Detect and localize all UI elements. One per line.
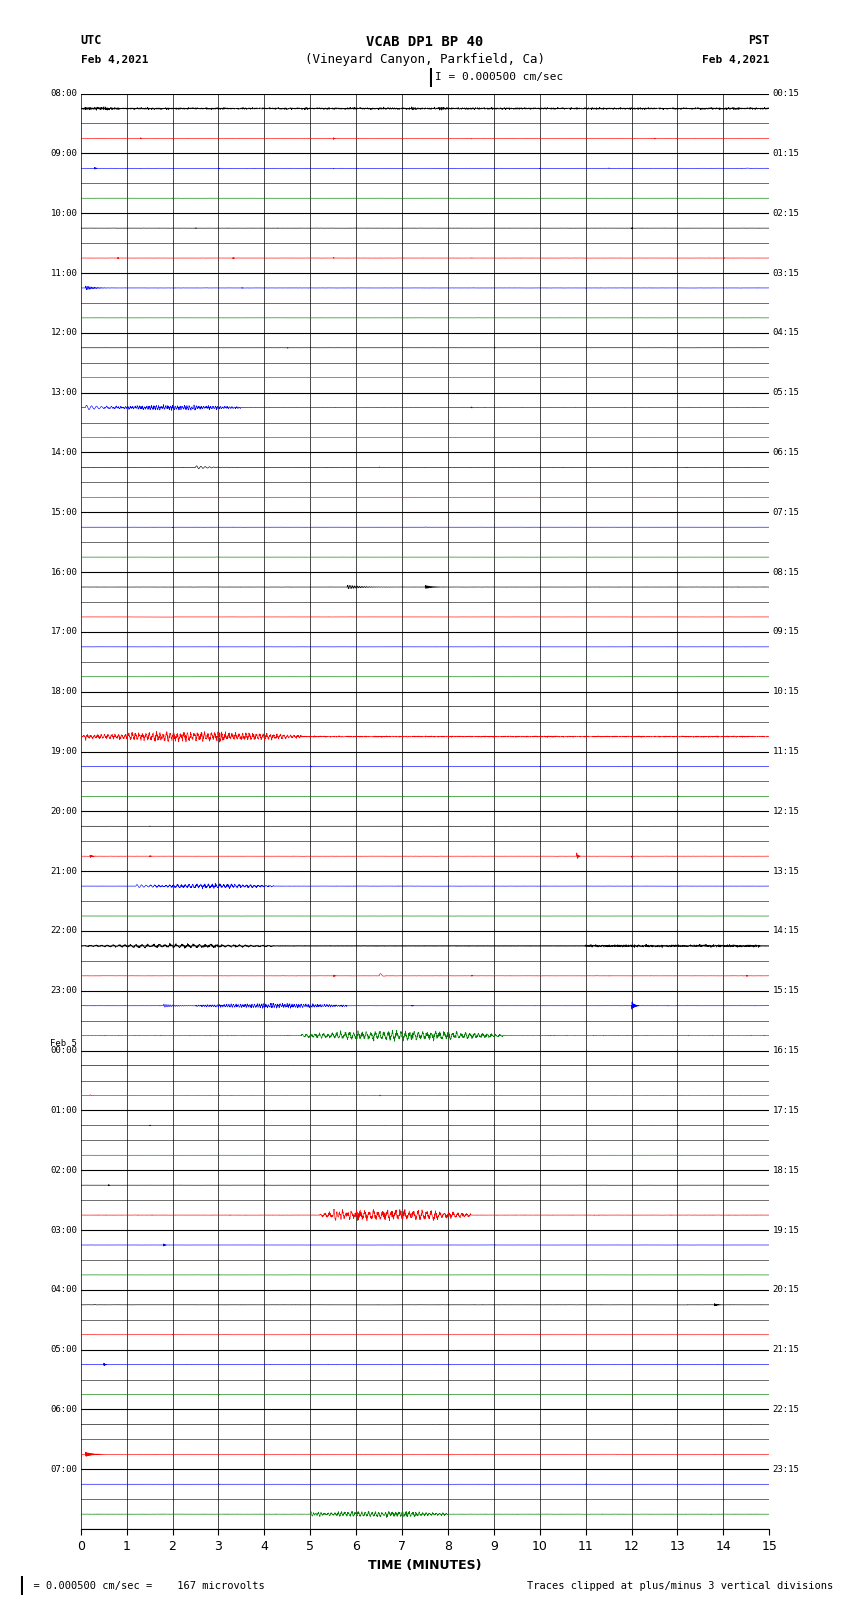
Text: 14:00: 14:00	[50, 448, 77, 456]
Text: 18:00: 18:00	[50, 687, 77, 697]
Text: 12:00: 12:00	[50, 329, 77, 337]
Text: 04:15: 04:15	[773, 329, 800, 337]
Text: 03:15: 03:15	[773, 268, 800, 277]
Text: 23:00: 23:00	[50, 986, 77, 995]
Text: = 0.000500 cm/sec =    167 microvolts: = 0.000500 cm/sec = 167 microvolts	[21, 1581, 265, 1590]
Text: 14:15: 14:15	[773, 926, 800, 936]
Text: VCAB DP1 BP 40: VCAB DP1 BP 40	[366, 35, 484, 48]
Text: 01:00: 01:00	[50, 1107, 77, 1115]
Text: 16:15: 16:15	[773, 1047, 800, 1055]
Text: 04:00: 04:00	[50, 1286, 77, 1294]
Text: 20:00: 20:00	[50, 806, 77, 816]
Text: 21:15: 21:15	[773, 1345, 800, 1355]
Text: Feb 4,2021: Feb 4,2021	[81, 55, 148, 65]
Text: (Vineyard Canyon, Parkfield, Ca): (Vineyard Canyon, Parkfield, Ca)	[305, 53, 545, 66]
Text: 09:00: 09:00	[50, 148, 77, 158]
Text: 11:15: 11:15	[773, 747, 800, 756]
Text: 22:00: 22:00	[50, 926, 77, 936]
Text: 00:00: 00:00	[50, 1047, 77, 1055]
Text: Traces clipped at plus/minus 3 vertical divisions: Traces clipped at plus/minus 3 vertical …	[527, 1581, 833, 1590]
Text: 05:15: 05:15	[773, 389, 800, 397]
Text: 02:00: 02:00	[50, 1166, 77, 1174]
Text: 01:15: 01:15	[773, 148, 800, 158]
Text: PST: PST	[748, 34, 769, 47]
Text: 15:00: 15:00	[50, 508, 77, 516]
Text: 19:15: 19:15	[773, 1226, 800, 1234]
Text: 16:00: 16:00	[50, 568, 77, 576]
Text: 19:00: 19:00	[50, 747, 77, 756]
Text: 05:00: 05:00	[50, 1345, 77, 1355]
Text: 00:15: 00:15	[773, 89, 800, 98]
Text: 18:15: 18:15	[773, 1166, 800, 1174]
Text: 11:00: 11:00	[50, 268, 77, 277]
Text: 20:15: 20:15	[773, 1286, 800, 1294]
Text: 22:15: 22:15	[773, 1405, 800, 1415]
Text: Feb 5: Feb 5	[50, 1039, 77, 1047]
Text: 09:15: 09:15	[773, 627, 800, 637]
Text: 23:15: 23:15	[773, 1465, 800, 1474]
Text: UTC: UTC	[81, 34, 102, 47]
Text: 13:00: 13:00	[50, 389, 77, 397]
Text: Feb 4,2021: Feb 4,2021	[702, 55, 769, 65]
Text: 17:00: 17:00	[50, 627, 77, 637]
Text: 07:00: 07:00	[50, 1465, 77, 1474]
Text: 08:00: 08:00	[50, 89, 77, 98]
Text: 06:00: 06:00	[50, 1405, 77, 1415]
Text: 03:00: 03:00	[50, 1226, 77, 1234]
Text: 12:15: 12:15	[773, 806, 800, 816]
Text: 10:15: 10:15	[773, 687, 800, 697]
Text: 07:15: 07:15	[773, 508, 800, 516]
X-axis label: TIME (MINUTES): TIME (MINUTES)	[368, 1560, 482, 1573]
Text: 21:00: 21:00	[50, 866, 77, 876]
Text: 17:15: 17:15	[773, 1107, 800, 1115]
Text: I = 0.000500 cm/sec: I = 0.000500 cm/sec	[435, 73, 564, 82]
Text: 02:15: 02:15	[773, 208, 800, 218]
Text: 15:15: 15:15	[773, 986, 800, 995]
Text: 08:15: 08:15	[773, 568, 800, 576]
Text: 06:15: 06:15	[773, 448, 800, 456]
Text: 10:00: 10:00	[50, 208, 77, 218]
Text: 13:15: 13:15	[773, 866, 800, 876]
